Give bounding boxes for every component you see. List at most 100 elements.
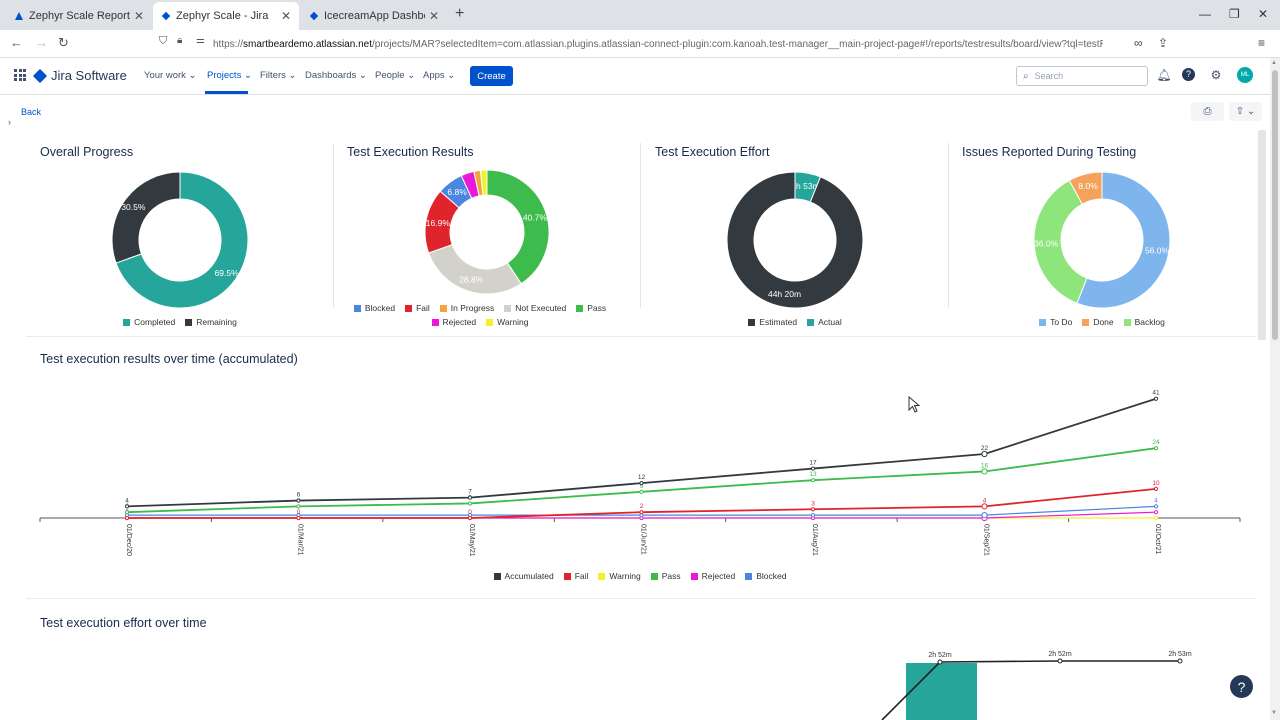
lock-icon[interactable]: 🔒︎: [177, 35, 183, 46]
series-point-accumulated[interactable]: [639, 480, 644, 486]
browser-tab-icecream-dashboard[interactable]: IcecreamApp Dashboard - Jira ✕: [301, 2, 447, 30]
forward-arrow-icon[interactable]: →: [35, 35, 48, 50]
slice-done[interactable]: [1068, 171, 1103, 205]
series-point-accumulated[interactable]: [1153, 396, 1159, 401]
series-point-fail[interactable]: [639, 510, 644, 515]
series-point-accumulated[interactable]: [810, 466, 816, 471]
reload-icon[interactable]: ↻: [58, 35, 69, 50]
slice-to-do[interactable]: [1076, 171, 1171, 309]
nav-your-work[interactable]: Your work ⌄: [144, 70, 197, 81]
page-scrollbar-thumb[interactable]: [1272, 70, 1278, 340]
jira-logo[interactable]: Jira Software: [32, 68, 127, 83]
app-switcher-icon[interactable]: [14, 69, 26, 81]
gear-icon[interactable]: ⚙: [1210, 68, 1222, 82]
back-arrow-icon[interactable]: ←: [10, 35, 23, 50]
legend-item-warning[interactable]: Warning: [598, 571, 641, 581]
series-point-accumulated[interactable]: [467, 495, 473, 500]
series-point-fail[interactable]: [124, 515, 130, 521]
series-point-pass[interactable]: [810, 478, 816, 483]
url-field[interactable]: https://smartbeardemo.atlassian.net/proj…: [213, 38, 1103, 50]
nav-projects[interactable]: Projects ⌄: [207, 70, 252, 81]
series-point-blocked[interactable]: [810, 512, 816, 518]
avatar[interactable]: ML: [1237, 67, 1253, 83]
legend-item-pass[interactable]: Pass: [576, 303, 606, 313]
legend-item-accumulated[interactable]: Accumulated: [493, 571, 554, 581]
series-point-accumulated[interactable]: [124, 504, 130, 509]
help-icon[interactable]: ?: [1182, 68, 1195, 81]
scroll-up-icon[interactable]: ▲: [1271, 60, 1277, 66]
series-point-fail[interactable]: [810, 507, 816, 512]
pocket-icon[interactable]: ⇪: [1158, 36, 1169, 50]
notifications-icon[interactable]: 🔔︎: [1156, 68, 1172, 82]
series-point-blocked[interactable]: [1153, 504, 1159, 509]
series-point-pass[interactable]: [981, 468, 988, 475]
permissions-icon[interactable]: ⚌: [196, 35, 205, 46]
slice-remaining[interactable]: [111, 171, 181, 264]
series-point-pass[interactable]: [639, 489, 644, 494]
legend-item-blocked[interactable]: Blocked: [353, 303, 395, 313]
series-point-pass[interactable]: [467, 501, 473, 506]
browser-tab-zephyr-jira[interactable]: Zephyr Scale - Jira ✕: [153, 2, 299, 30]
legend-item-not-executed[interactable]: Not Executed: [504, 303, 566, 313]
legend-item-warning[interactable]: Warning: [486, 317, 528, 327]
series-point-fail[interactable]: [981, 503, 988, 510]
nav-dashboards[interactable]: Dashboards ⌄: [305, 70, 367, 81]
legend-item-to-do[interactable]: To Do: [1039, 317, 1072, 327]
legend-item-in-progress[interactable]: In Progress: [439, 303, 494, 313]
legend-item-remaining[interactable]: Remaining: [185, 317, 237, 327]
close-icon[interactable]: ✕: [133, 9, 144, 23]
legend-item-rejected[interactable]: Rejected: [690, 571, 735, 581]
new-tab-icon[interactable]: +: [455, 5, 465, 22]
legend-item-estimated[interactable]: Estimated: [748, 317, 797, 327]
close-icon[interactable]: ✕: [428, 9, 439, 23]
legend-item-fail[interactable]: Fail: [405, 303, 430, 313]
series-point-warning[interactable]: [1153, 515, 1159, 521]
legend-item-completed[interactable]: Completed: [123, 317, 175, 327]
legend-item-backlog[interactable]: Backlog: [1123, 317, 1165, 327]
scroll-down-icon[interactable]: ▼: [1271, 710, 1277, 716]
shield-icon[interactable]: ⛉: [159, 35, 168, 47]
series-point-blocked[interactable]: [981, 511, 988, 519]
page-scrollbar[interactable]: [1270, 58, 1280, 720]
slice-estimated[interactable]: [726, 171, 864, 309]
export-button[interactable]: ⇧ ⌄: [1229, 102, 1262, 121]
legend-item-fail[interactable]: Fail: [563, 571, 588, 581]
slice-warning[interactable]: [479, 169, 488, 196]
slice-completed[interactable]: [115, 171, 249, 309]
series-point-pass[interactable]: [124, 510, 130, 515]
nav-people[interactable]: People ⌄: [375, 70, 416, 81]
close-icon[interactable]: ✕: [280, 9, 291, 23]
series-point-fail[interactable]: [467, 515, 473, 521]
nav-filters[interactable]: Filters ⌄: [260, 70, 297, 81]
print-button[interactable]: ⎙: [1191, 102, 1224, 121]
restore-icon[interactable]: ❐: [1229, 7, 1240, 21]
slice-pass[interactable]: [486, 169, 550, 285]
browser-tab-zephyr-reporting[interactable]: Zephyr Scale Reporting for Con ✕: [6, 2, 152, 30]
legend-item-pass[interactable]: Pass: [650, 571, 681, 581]
section-divider: [26, 336, 1256, 337]
back-link[interactable]: Back: [21, 107, 42, 117]
slice-backlog[interactable]: [1033, 179, 1088, 304]
create-button[interactable]: Create: [470, 66, 513, 86]
help-button[interactable]: ?: [1228, 673, 1255, 700]
extension-icon[interactable]: ∞: [1134, 36, 1143, 50]
content-scrollbar[interactable]: [1258, 130, 1266, 340]
search-input[interactable]: ⌕ Search: [1016, 66, 1148, 86]
slice-not-executed[interactable]: [428, 243, 522, 295]
series-point-fail[interactable]: [1153, 486, 1159, 492]
nav-apps[interactable]: Apps ⌄: [423, 70, 456, 81]
series-point-pass[interactable]: [296, 504, 301, 509]
series-point-fail[interactable]: [296, 515, 301, 521]
legend-item-blocked[interactable]: Blocked: [745, 571, 786, 581]
series-point-rejected[interactable]: [1153, 510, 1159, 515]
series-point-pass[interactable]: [1153, 446, 1159, 451]
legend-item-rejected[interactable]: Rejected: [431, 317, 476, 327]
series-point-accumulated[interactable]: [981, 450, 988, 458]
window-close-icon[interactable]: ✕: [1258, 7, 1269, 21]
series-point-accumulated[interactable]: [296, 498, 301, 503]
menu-icon[interactable]: ≡: [1258, 36, 1266, 50]
minimize-icon[interactable]: —: [1199, 7, 1211, 21]
legend-item-done[interactable]: Done: [1082, 317, 1114, 327]
legend-item-actual[interactable]: Actual: [807, 317, 842, 327]
sidebar-expand-icon[interactable]: ›: [8, 117, 11, 127]
